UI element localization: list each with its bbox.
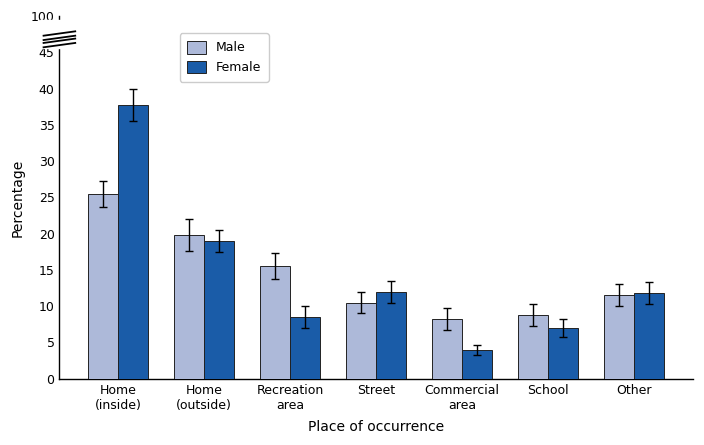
- X-axis label: Place of occurrence: Place of occurrence: [308, 420, 444, 434]
- Bar: [40, 20, 78, 48]
- Bar: [290, 317, 320, 379]
- Bar: [118, 105, 149, 379]
- Bar: [518, 315, 548, 379]
- Bar: [462, 350, 492, 379]
- Bar: [346, 303, 376, 379]
- Bar: [376, 291, 406, 379]
- Bar: [432, 319, 462, 379]
- Bar: [634, 293, 664, 379]
- Bar: [174, 235, 204, 379]
- Y-axis label: Percentage: Percentage: [11, 158, 25, 237]
- Bar: [548, 328, 578, 379]
- Bar: [260, 266, 290, 379]
- Bar: [204, 241, 234, 379]
- Bar: [88, 194, 118, 379]
- Legend: Male, Female: Male, Female: [180, 33, 269, 82]
- Bar: [604, 295, 634, 379]
